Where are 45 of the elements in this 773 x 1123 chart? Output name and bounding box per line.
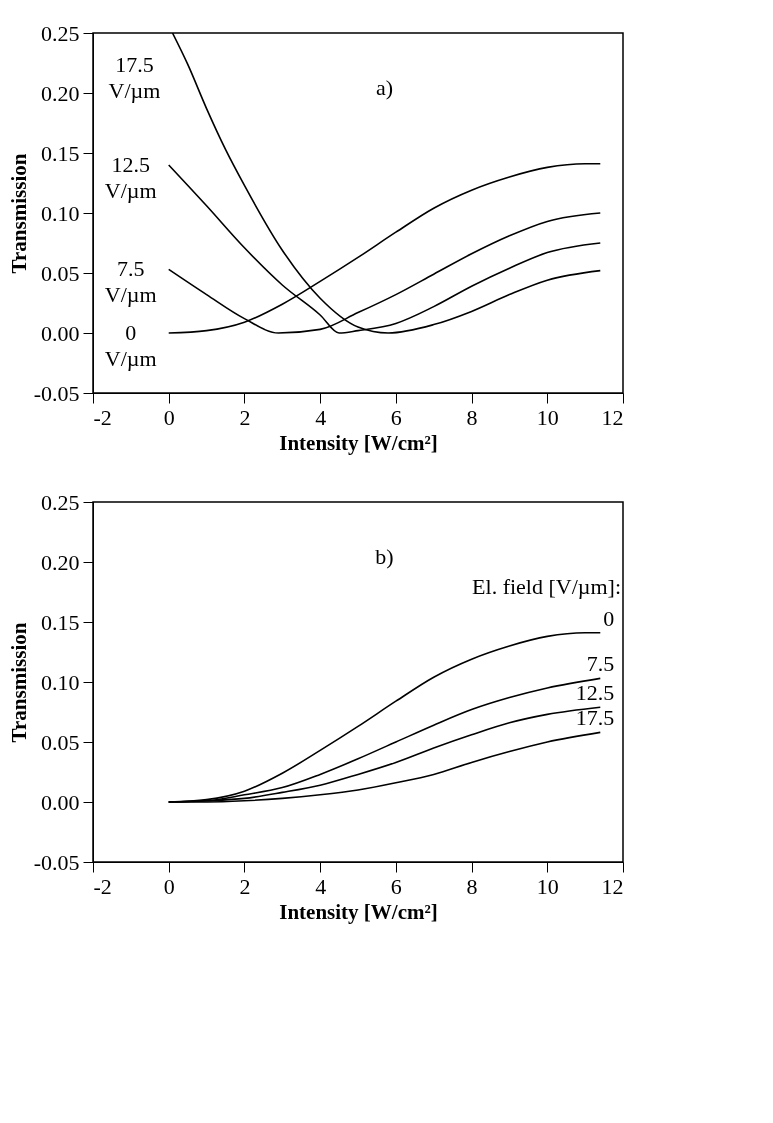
y-tick-label: 0.05 [41, 260, 80, 286]
y-axis-title: Transmission [6, 153, 31, 274]
y-tick-label: 0.15 [41, 609, 80, 635]
x-tick-label: 4 [315, 873, 327, 899]
y-tick-label: 0.05 [41, 729, 80, 755]
y-tick-label: 0.10 [41, 200, 80, 226]
series-label: 17.5 [575, 705, 615, 731]
x-tick-label: 4 [315, 404, 327, 430]
x-tick-label: 12 [601, 404, 624, 430]
y-tick-label: 0.00 [41, 789, 80, 815]
y-tick-label: 0.15 [41, 140, 80, 166]
x-tick-label: 0 [163, 404, 175, 430]
series-label: 17.5 V/µm [108, 52, 161, 104]
series-label: 12.5 V/µm [104, 152, 157, 203]
x-tick-label: 10 [536, 404, 559, 430]
y-tick-label: 0.25 [41, 489, 80, 515]
x-axis-title: Intensity [W/cm²] [279, 899, 438, 924]
y-tick-label: 0.20 [41, 80, 80, 106]
series-label: 0 V/µm [104, 320, 157, 371]
x-tick-label: -2 [93, 873, 112, 899]
y-tick-label: -0.05 [33, 380, 80, 406]
series-label: 0 [603, 605, 615, 631]
x-tick-label: 2 [239, 873, 251, 899]
y-tick-label: -0.05 [33, 849, 80, 875]
y-axis-title: Transmission [6, 622, 31, 743]
x-tick-label: -2 [93, 404, 112, 430]
x-tick-label: 6 [390, 404, 402, 430]
annotation: a) [375, 75, 394, 100]
x-tick-label: 6 [390, 873, 402, 899]
legend-title: El. field [V/µm]: [472, 574, 621, 599]
x-tick-label: 10 [536, 873, 559, 899]
series-label: 12.5 [575, 680, 615, 706]
series-label: 7.5 [586, 651, 615, 677]
y-tick-label: 0.20 [41, 549, 80, 575]
y-tick-label: 0.10 [41, 669, 80, 695]
x-tick-label: 12 [601, 873, 624, 899]
x-axis-title: Intensity [W/cm²] [279, 430, 438, 455]
x-tick-label: 8 [466, 404, 478, 430]
series-label: 7.5 V/µm [104, 256, 157, 308]
x-tick-label: 0 [163, 873, 175, 899]
annotation: b) [375, 544, 394, 569]
x-tick-label: 8 [466, 873, 478, 899]
y-tick-label: 0.00 [41, 320, 80, 346]
y-tick-label: 0.25 [41, 20, 80, 46]
x-tick-label: 2 [239, 404, 251, 430]
